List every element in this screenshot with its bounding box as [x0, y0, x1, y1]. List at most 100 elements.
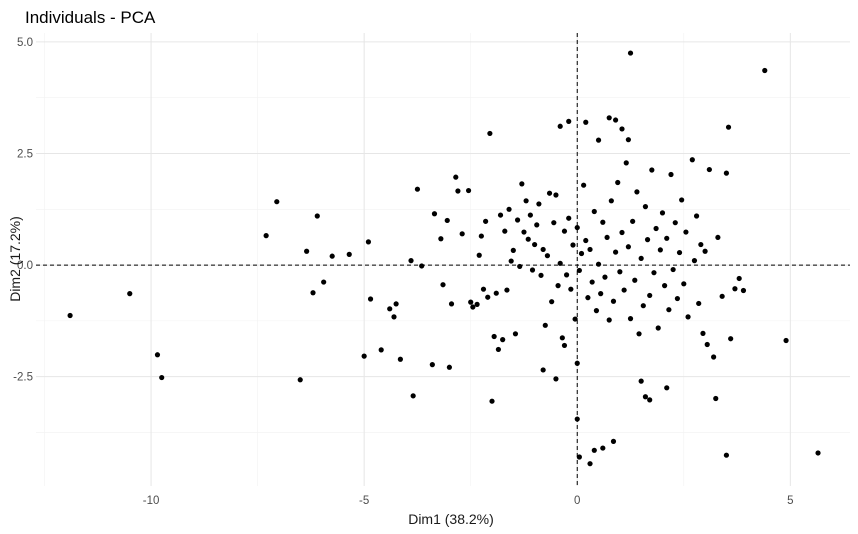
data-point — [736, 275, 742, 282]
data-point — [500, 337, 506, 343]
data-point — [444, 217, 450, 224]
data-point — [480, 286, 487, 292]
data-point — [559, 335, 565, 341]
data-point — [621, 287, 627, 293]
data-point — [593, 308, 600, 314]
data-point — [598, 291, 604, 297]
y-axis-title: Dim2 (17.2%) — [7, 216, 23, 302]
data-point — [534, 222, 540, 228]
data-point — [706, 166, 712, 173]
data-point — [485, 294, 491, 300]
data-point — [438, 236, 444, 242]
data-point — [574, 416, 580, 422]
y-tick-label: -2.5 — [13, 372, 33, 384]
data-point — [668, 171, 674, 178]
data-point — [321, 279, 327, 285]
data-point — [67, 312, 73, 319]
data-point — [540, 367, 546, 373]
x-tick-label: 5 — [787, 495, 793, 507]
data-point — [419, 263, 425, 269]
data-point — [504, 287, 510, 293]
data-point — [691, 258, 698, 264]
data-point — [446, 364, 452, 370]
data-point — [610, 298, 617, 304]
data-point — [566, 118, 572, 124]
data-point — [414, 186, 421, 192]
data-point — [683, 229, 689, 235]
grid — [36, 33, 850, 486]
data-point — [713, 395, 719, 402]
data-point — [297, 377, 303, 383]
data-point — [549, 299, 555, 305]
data-point — [606, 317, 612, 323]
data-point — [561, 342, 568, 349]
data-point — [529, 267, 536, 273]
data-point — [659, 210, 666, 216]
data-point — [514, 217, 521, 223]
data-point — [679, 197, 685, 203]
data-point — [329, 253, 335, 259]
y-tick-label: 0.0 — [17, 260, 33, 272]
data-point — [274, 199, 280, 205]
data-point — [640, 303, 646, 309]
data-point — [672, 220, 678, 226]
data-point — [608, 198, 614, 204]
data-point — [346, 251, 352, 257]
data-point — [600, 219, 606, 225]
data-point — [304, 248, 310, 254]
data-point — [664, 235, 670, 241]
y-tick-label: 2.5 — [17, 149, 33, 161]
data-point — [704, 341, 710, 348]
data-point — [474, 301, 480, 307]
data-point — [625, 244, 631, 250]
data-point — [517, 263, 523, 270]
data-point — [536, 201, 542, 207]
data-point — [600, 445, 606, 451]
data-point — [617, 269, 623, 275]
data-point — [815, 450, 821, 456]
data-point — [410, 393, 416, 399]
x-tick-label: 0 — [574, 495, 580, 507]
data-point — [689, 157, 695, 163]
data-point — [715, 234, 721, 241]
data-point — [431, 211, 438, 217]
data-point — [723, 170, 730, 176]
data-point — [583, 119, 589, 125]
data-point — [632, 277, 638, 283]
data-point — [483, 218, 489, 224]
data-point — [365, 239, 372, 245]
data-point — [553, 192, 559, 198]
data-point — [154, 352, 161, 358]
x-axis-ticks: -10 -5 0 5 — [143, 495, 794, 507]
data-point — [676, 249, 683, 256]
data-point — [578, 250, 585, 257]
x-tick-label: -10 — [143, 495, 160, 507]
chart-title: Individuals - PCA — [25, 8, 156, 27]
data-point — [367, 296, 374, 302]
data-point — [783, 337, 789, 344]
data-point — [525, 236, 531, 242]
data-point — [508, 258, 514, 264]
data-point — [740, 287, 747, 294]
data-point — [657, 247, 663, 253]
data-point — [440, 282, 446, 288]
data-point — [387, 306, 393, 312]
data-point — [619, 126, 625, 132]
data-point — [429, 362, 435, 368]
data-point — [638, 255, 644, 261]
data-point — [506, 206, 512, 212]
data-point — [310, 290, 316, 296]
data-point — [521, 229, 527, 235]
data-point — [555, 283, 561, 289]
data-point — [497, 212, 504, 218]
data-point — [725, 124, 732, 130]
data-point — [625, 137, 631, 143]
data-point — [634, 189, 640, 195]
data-point — [681, 281, 687, 287]
data-point — [512, 331, 519, 337]
data-point — [702, 248, 708, 254]
data-point — [563, 272, 570, 278]
data-point — [642, 204, 649, 210]
data-point — [662, 283, 668, 289]
data-point — [649, 167, 655, 173]
